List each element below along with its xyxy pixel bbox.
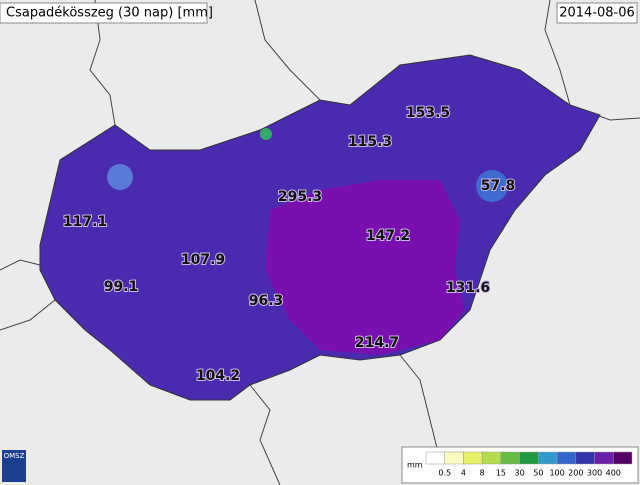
- station-value: 117.1: [63, 214, 107, 230]
- legend-unit: mm: [407, 461, 423, 470]
- legend-swatch: [500, 451, 520, 465]
- legend-swatch: [425, 451, 445, 465]
- station-value: 153.5: [406, 105, 450, 121]
- station-value: 99.1: [104, 279, 139, 295]
- legend-label: 200: [568, 469, 583, 478]
- station-value: 214.7: [355, 335, 399, 351]
- legend-label: 300: [587, 469, 602, 478]
- low-spot: [107, 164, 133, 190]
- station-value: 57.8: [481, 178, 516, 194]
- legend-label: 15: [496, 469, 506, 478]
- legend-label: 50: [533, 469, 543, 478]
- legend-swatch: [519, 451, 539, 465]
- legend-label: 100: [549, 469, 564, 478]
- station-value: 107.9: [181, 252, 225, 268]
- legend-label: 30: [515, 469, 525, 478]
- legend-label: 4: [461, 469, 466, 478]
- low-spot: [476, 170, 508, 202]
- legend-swatch: [613, 451, 633, 465]
- high-precip-region: [265, 180, 465, 355]
- legend-label: 0.5: [438, 469, 451, 478]
- legend-swatch: [463, 451, 483, 465]
- station-value: 131.6: [446, 280, 490, 296]
- date-box: [556, 2, 638, 24]
- logo-box: [2, 450, 26, 482]
- station-value: 295.3: [278, 189, 322, 205]
- legend-swatch: [575, 451, 595, 465]
- legend-label: 400: [606, 469, 621, 478]
- legend-swatch: [481, 451, 502, 465]
- legend-swatch: [538, 451, 558, 465]
- station-value: 115.3: [348, 134, 392, 150]
- legend-label: 8: [480, 469, 485, 478]
- title-box: [0, 2, 208, 24]
- low-spot: [260, 128, 272, 140]
- logo: OMSZ: [4, 452, 25, 460]
- legend-swatch: [444, 451, 464, 465]
- legend-swatch: [556, 451, 577, 465]
- station-value: 104.2: [196, 368, 240, 384]
- station-value: 147.2: [366, 228, 410, 244]
- legend-swatch: [594, 451, 614, 465]
- date: 2014-08-06: [559, 6, 635, 21]
- station-value: 96.3: [249, 293, 284, 309]
- title: Csapadékösszeg (30 nap) [mm]: [6, 6, 213, 21]
